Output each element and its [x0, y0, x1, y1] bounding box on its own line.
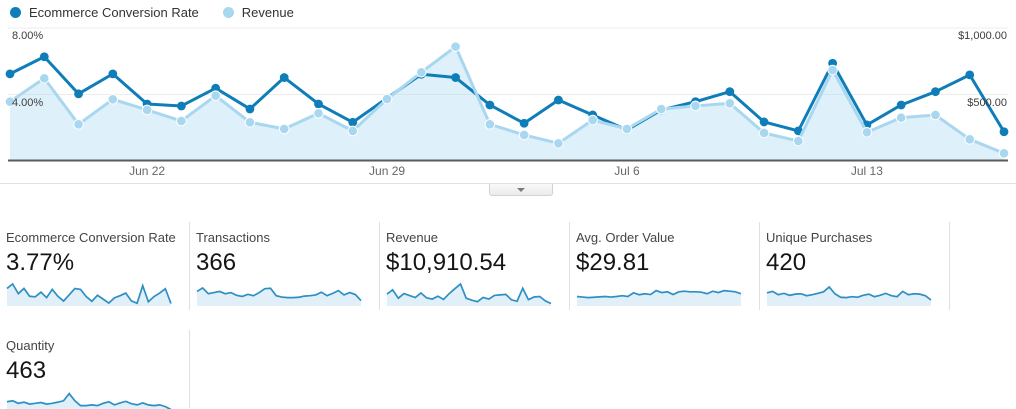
- y-axis-left-mid-label: 4.00%: [12, 97, 44, 109]
- sparkline-chart: [6, 392, 172, 409]
- metric-card-value: 463: [6, 357, 47, 384]
- metric-card-value: $10,910.54: [386, 249, 507, 276]
- x-axis-tick-label: Jul 6: [614, 164, 640, 178]
- sparkline-chart: [6, 282, 172, 306]
- metric-card-avg-order-value: Avg. Order Value $29.81: [570, 222, 760, 310]
- metric-card-unique-purchases: Unique Purchases 420: [760, 222, 950, 310]
- metric-card-value: 366: [196, 249, 237, 276]
- x-axis-tick-label: Jul 13: [850, 164, 883, 178]
- x-axis-tick-label: Jun 29: [369, 164, 406, 178]
- metric-cards-row-1: Ecommerce Conversion Rate 3.77% Transact…: [0, 222, 950, 310]
- metric-card-revenue: Revenue $10,910.54: [380, 222, 570, 310]
- metric-card-transactions: Transactions 366: [190, 222, 380, 310]
- legend-dot-primary-icon: [10, 7, 21, 18]
- metric-card-value: $29.81: [576, 249, 650, 276]
- legend-item-revenue: Revenue: [222, 5, 294, 20]
- collapse-chart-button[interactable]: [489, 184, 553, 196]
- metric-card-title: Unique Purchases: [766, 230, 873, 245]
- y-axis-right-max-label: $1,000.00: [958, 30, 1007, 42]
- metric-card-title: Revenue: [386, 230, 439, 245]
- timeline-chart[interactable]: [0, 0, 1016, 162]
- sparkline-chart: [766, 285, 932, 306]
- metric-card-title: Avg. Order Value: [576, 230, 675, 245]
- chart-legend: Ecommerce Conversion Rate Revenue: [10, 5, 294, 20]
- legend-label: Revenue: [241, 5, 294, 20]
- divider: [0, 183, 1016, 184]
- sparkline-chart: [576, 289, 742, 306]
- metric-card-title: Transactions: [196, 230, 270, 245]
- metric-card-value: 420: [766, 249, 807, 276]
- metric-card-title: Ecommerce Conversion Rate: [6, 230, 176, 245]
- sparkline-chart: [386, 282, 552, 306]
- x-axis-tick-label: Jun 22: [129, 164, 166, 178]
- sparkline-chart: [196, 286, 362, 306]
- y-axis-right-mid-label: $500.00: [967, 97, 1007, 109]
- metric-card-title: Quantity: [6, 338, 55, 353]
- legend-item-ecommerce-conversion-rate: Ecommerce Conversion Rate: [10, 5, 199, 20]
- metric-card-value: 3.77%: [6, 249, 75, 276]
- chevron-down-icon: [517, 187, 525, 192]
- metric-card-ecommerce-conversion-rate: Ecommerce Conversion Rate 3.77%: [0, 222, 190, 310]
- metric-card-quantity: Quantity 463: [0, 330, 190, 409]
- metric-cards-row-2: Quantity 463: [0, 330, 190, 409]
- y-axis-left-max-label: 8.00%: [12, 30, 44, 42]
- legend-label: Ecommerce Conversion Rate: [29, 5, 199, 20]
- legend-dot-secondary-icon: [222, 7, 234, 18]
